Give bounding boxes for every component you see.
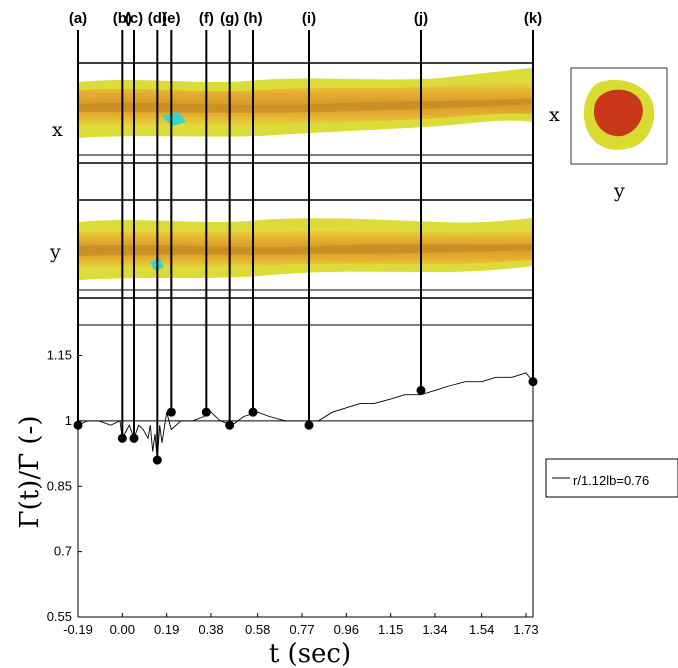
marker-point [152, 455, 162, 465]
x-tick-label: 1.73 [513, 622, 538, 637]
marker-label: (d) [148, 10, 167, 27]
x-tick-label: 0.19 [154, 622, 179, 637]
x-tick-label: 1.54 [469, 622, 494, 637]
vortex-tube-x-highlight [162, 112, 186, 126]
marker-point [73, 420, 83, 430]
chart-layer: 0.55 0.7 0.85 1 1.15 -0.19 0.00 0.19 0.38 0.58 0.7… [47, 10, 542, 637]
marker-label: (e) [162, 10, 180, 27]
x-tick-label: -0.19 [63, 622, 93, 637]
x-tick-label: 0.96 [334, 622, 359, 637]
legend-label: r/1.12lb=0.76 [573, 473, 649, 488]
y-tick-label: 0.85 [47, 478, 72, 493]
vortex-tube-x-core [78, 80, 533, 128]
marker-label: (j) [414, 10, 428, 27]
marker-point [248, 407, 258, 417]
marker-label: (i) [302, 10, 316, 27]
inset-left-label: x [549, 104, 560, 126]
y-tick-label: 0.55 [47, 609, 72, 624]
x-tick-label: 1.34 [422, 622, 447, 637]
marker-label: (b) [113, 10, 132, 27]
marker-label: (f) [199, 10, 214, 27]
x-tick-label: 0.00 [110, 622, 135, 637]
series-line [77, 372, 534, 461]
marker-point [225, 420, 235, 430]
panel-y-axis-label: y [49, 241, 61, 263]
x-tick-label: 1.15 [378, 622, 403, 637]
y-axis-title: Γ(t)/Γ̄ (-) [15, 416, 45, 529]
marker-point [117, 433, 127, 443]
legend: r/1.12lb=0.76 [545, 458, 678, 498]
y-tick-label: 0.7 [54, 544, 72, 559]
marker-label: (g) [220, 10, 239, 27]
x-tick-label: 0.77 [289, 622, 314, 637]
x-axis-title: t (sec) [269, 639, 351, 668]
marker-label: (k) [524, 10, 542, 27]
y-tick-label: 1 [65, 413, 72, 428]
marker-point [201, 407, 211, 417]
panel-x-axis-label: x [52, 119, 63, 141]
marker-point [416, 385, 426, 395]
marker-point [166, 407, 176, 417]
x-tick-label: 0.58 [245, 622, 270, 637]
marker-point [129, 433, 139, 443]
inset-vortex-core [594, 89, 643, 137]
inset-cross-section: x y [549, 67, 668, 202]
y-tick-label: 1.15 [47, 348, 72, 363]
marker-label: (c) [125, 10, 143, 27]
marker-point [304, 420, 314, 430]
marker-point [528, 377, 538, 387]
inset-frame [570, 67, 668, 165]
vortex-tube-y-shadow [78, 244, 533, 256]
vortex-tube-x-shadow [78, 98, 533, 113]
plot-frame [77, 324, 534, 618]
marker-label: (a) [69, 10, 87, 27]
inset-bottom-label: y [613, 180, 625, 202]
marker-label: (h) [243, 10, 262, 27]
vortex-panel-x: x [52, 62, 534, 164]
x-tick-label: 0.38 [198, 622, 223, 637]
vortex-panel-y: y [49, 199, 534, 299]
